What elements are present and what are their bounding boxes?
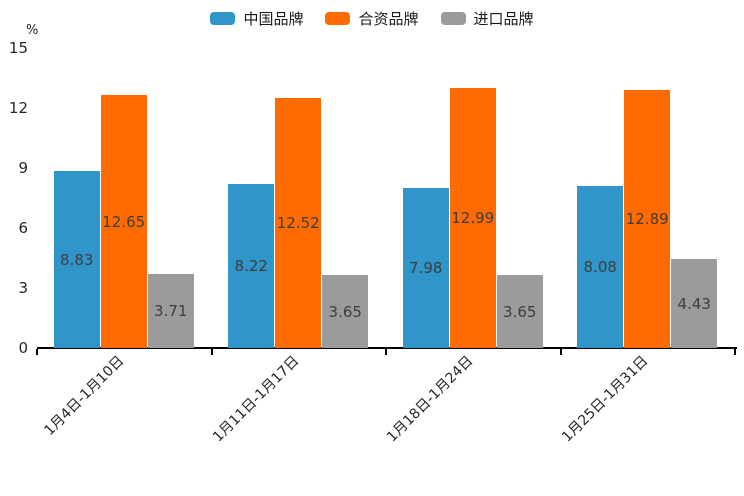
bar-value-label: 7.98 — [409, 259, 443, 278]
bar-series2-group1: 3.65 — [322, 275, 369, 348]
legend: 中国品牌 合资品牌 进口品牌 — [0, 8, 744, 29]
bar-series1-group0: 12.65 — [100, 95, 147, 348]
bar-series2-group0: 3.71 — [147, 273, 194, 348]
bar-value-label: 3.71 — [154, 301, 188, 320]
x-axis-tick — [385, 349, 387, 355]
y-axis-unit-label: % — [26, 23, 39, 38]
y-tick-label: 0 — [18, 339, 28, 357]
bar-series0-group1: 8.22 — [228, 183, 275, 348]
x-category-label: 1月11日-1月17日 — [209, 353, 303, 446]
legend-swatch-icon — [440, 12, 466, 25]
legend-swatch-icon — [325, 12, 351, 25]
y-tick-label: 12 — [8, 99, 28, 117]
legend-item-0[interactable]: 中国品牌 — [210, 8, 303, 29]
legend-label: 合资品牌 — [358, 10, 419, 28]
y-tick-label: 3 — [18, 279, 28, 297]
x-axis-tick — [36, 349, 38, 355]
x-category-label: 1月4日-1月10日 — [41, 353, 128, 439]
bar-series1-group2: 12.99 — [449, 88, 496, 348]
bar-value-label: 12.89 — [625, 210, 669, 229]
legend-item-1[interactable]: 合资品牌 — [325, 8, 419, 29]
bar-value-label: 12.52 — [276, 213, 320, 232]
bar-series0-group0: 8.83 — [53, 171, 100, 348]
bar-series0-group3: 8.08 — [577, 186, 624, 348]
bar-value-label: 12.99 — [451, 209, 495, 228]
bar-series1-group3: 12.89 — [624, 90, 671, 348]
bar-value-label: 3.65 — [328, 302, 362, 321]
bar-value-label: 3.65 — [503, 302, 537, 321]
bar-value-label: 8.08 — [583, 258, 617, 277]
x-axis-tick — [734, 349, 736, 355]
bar-value-label: 4.43 — [677, 294, 711, 313]
x-category-label: 1月25日-1月31日 — [558, 353, 652, 446]
y-tick-label: 9 — [18, 159, 28, 177]
bar-series2-group2: 3.65 — [496, 275, 543, 348]
legend-label: 进口品牌 — [473, 10, 534, 28]
bar-value-label: 12.65 — [102, 212, 146, 231]
y-tick-label: 6 — [18, 219, 28, 237]
x-axis-tick — [559, 349, 562, 355]
legend-label: 中国品牌 — [243, 10, 304, 28]
y-tick-label: 15 — [8, 39, 28, 57]
bar-series0-group2: 7.98 — [402, 188, 449, 348]
bar-series1-group1: 12.52 — [275, 97, 322, 348]
x-axis-line — [37, 347, 737, 349]
bar-value-label: 8.83 — [60, 250, 94, 269]
x-axis-tick — [210, 349, 213, 355]
x-category-label: 1月18日-1月24日 — [384, 353, 477, 446]
legend-swatch-icon — [210, 12, 236, 25]
bar-series2-group3: 4.43 — [671, 259, 718, 348]
legend-item-2[interactable]: 进口品牌 — [440, 8, 534, 29]
bar-value-label: 8.22 — [234, 256, 268, 275]
